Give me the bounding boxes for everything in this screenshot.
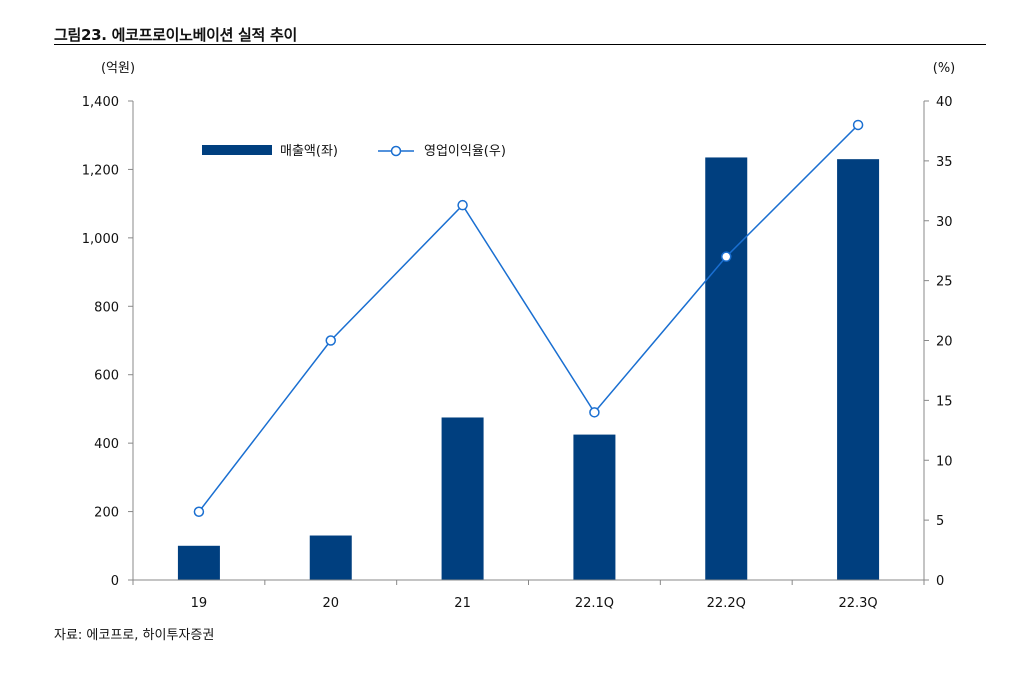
bar [177,545,220,580]
x-tick-label: 20 [322,596,339,611]
source-note: 자료: 에코프로, 하이투자증권 [54,628,215,643]
bar [837,159,880,580]
line-point [589,407,600,418]
legend-label-bar: 매출액(좌) [280,144,338,159]
x-tick-label: 21 [454,596,471,611]
y-left-tick-label: 1,400 [82,95,119,110]
line-point [852,119,864,131]
legend-swatch-marker [390,145,402,157]
title-divider [54,44,986,45]
legend-label-line: 영업이익율(우) [424,144,506,159]
y-right-tick-label: 30 [936,215,953,230]
x-tick-label: 22.2Q [707,596,746,611]
line-point [193,506,205,517]
bar [441,417,484,580]
line-series [198,124,859,513]
line-point [457,199,468,211]
y-right-tick-label: 40 [936,95,953,110]
line-point [721,251,732,262]
x-tick-label: 22.3Q [838,596,877,611]
bar [705,157,748,581]
y-right-tick-label: 10 [936,454,953,469]
bar [573,434,616,580]
y-left-tick-label: 0 [111,574,119,589]
y-left-unit: (억원) [101,61,135,76]
legend-swatch-bar [202,145,272,155]
y-left-tick-label: 400 [94,437,119,452]
line-point [325,335,336,346]
y-left-tick-label: 1,000 [82,232,119,247]
y-right-tick-label: 5 [936,514,944,529]
y-left-tick-label: 800 [94,300,119,315]
y-right-tick-label: 20 [936,335,953,350]
legend: 매출액(좌) 영업이익율(우) [202,144,506,159]
y-left-tick-label: 200 [94,506,119,521]
y-right-tick-label: 0 [936,574,944,589]
y-left-tick-label: 600 [94,369,119,384]
figure-title: 그림23. 에코프로이노베이션 실적 추이 [54,26,297,44]
y-left-tick-label: 1,200 [82,163,119,178]
y-right-tick-label: 35 [936,155,953,170]
bar [309,535,352,580]
y-right-tick-label: 25 [936,275,953,290]
y-right-unit: (%) [933,61,956,76]
x-tick-label: 19 [191,596,208,611]
x-tick-label: 22.1Q [575,596,614,611]
y-right-tick-label: 15 [936,394,953,409]
